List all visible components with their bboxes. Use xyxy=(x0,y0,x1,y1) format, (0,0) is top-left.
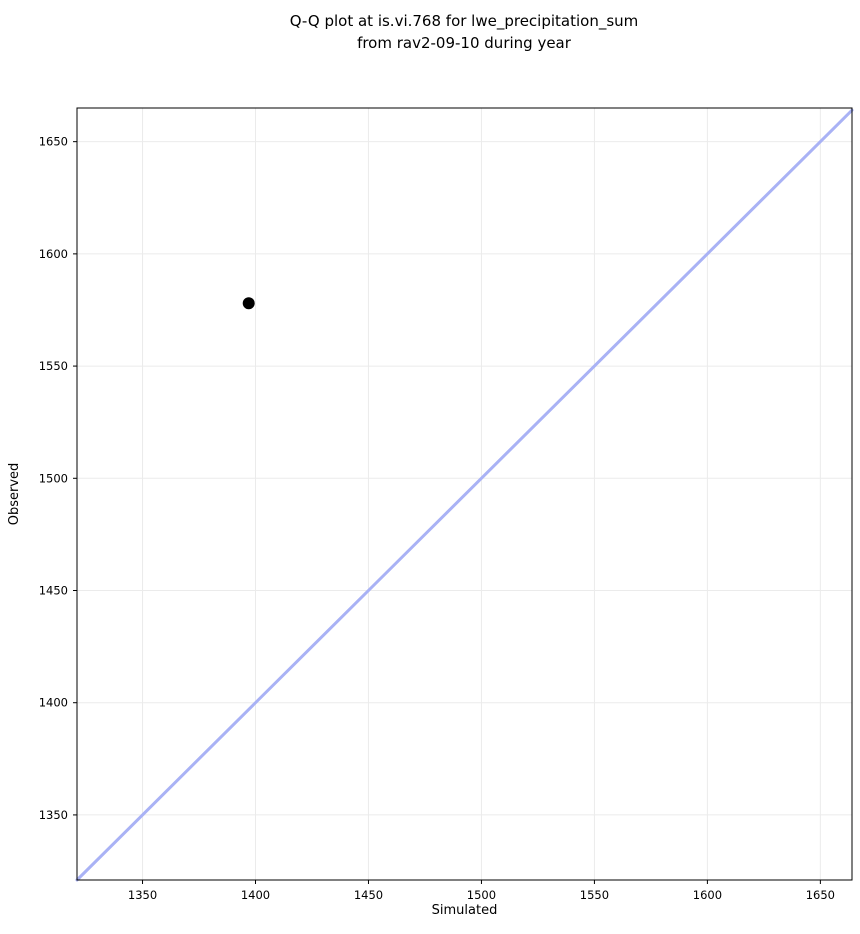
identity-line xyxy=(75,108,854,882)
chart-title-line-1: Q-Q plot at is.vi.768 for lwe_precipitat… xyxy=(290,12,639,31)
x-tick-label: 1500 xyxy=(467,888,496,902)
x-tick-label: 1400 xyxy=(241,888,270,902)
y-tick-label: 1400 xyxy=(39,696,68,710)
x-tick-label: 1550 xyxy=(580,888,609,902)
data-point xyxy=(242,297,255,310)
y-tick-label: 1450 xyxy=(39,584,68,598)
x-tick-label: 1450 xyxy=(354,888,383,902)
y-tick-label: 1500 xyxy=(39,471,68,485)
x-tick-label: 1650 xyxy=(806,888,835,902)
y-tick-label: 1650 xyxy=(39,135,68,149)
x-axis-label: Simulated xyxy=(432,903,498,918)
y-tick-label: 1550 xyxy=(39,359,68,373)
chart-title-line-2: from rav2-09-10 during year xyxy=(357,34,572,52)
axes: 1350 1400 1450 1500 1550 1600 1650 1350 1400 1450… xyxy=(7,107,854,918)
y-tick-label: 1600 xyxy=(39,247,68,261)
y-axis-label: Observed xyxy=(7,463,22,526)
x-tick-label: 1600 xyxy=(693,888,722,902)
x-tick-label: 1350 xyxy=(128,888,157,902)
axes-spines xyxy=(76,107,853,881)
y-tick-label: 1350 xyxy=(39,808,68,822)
